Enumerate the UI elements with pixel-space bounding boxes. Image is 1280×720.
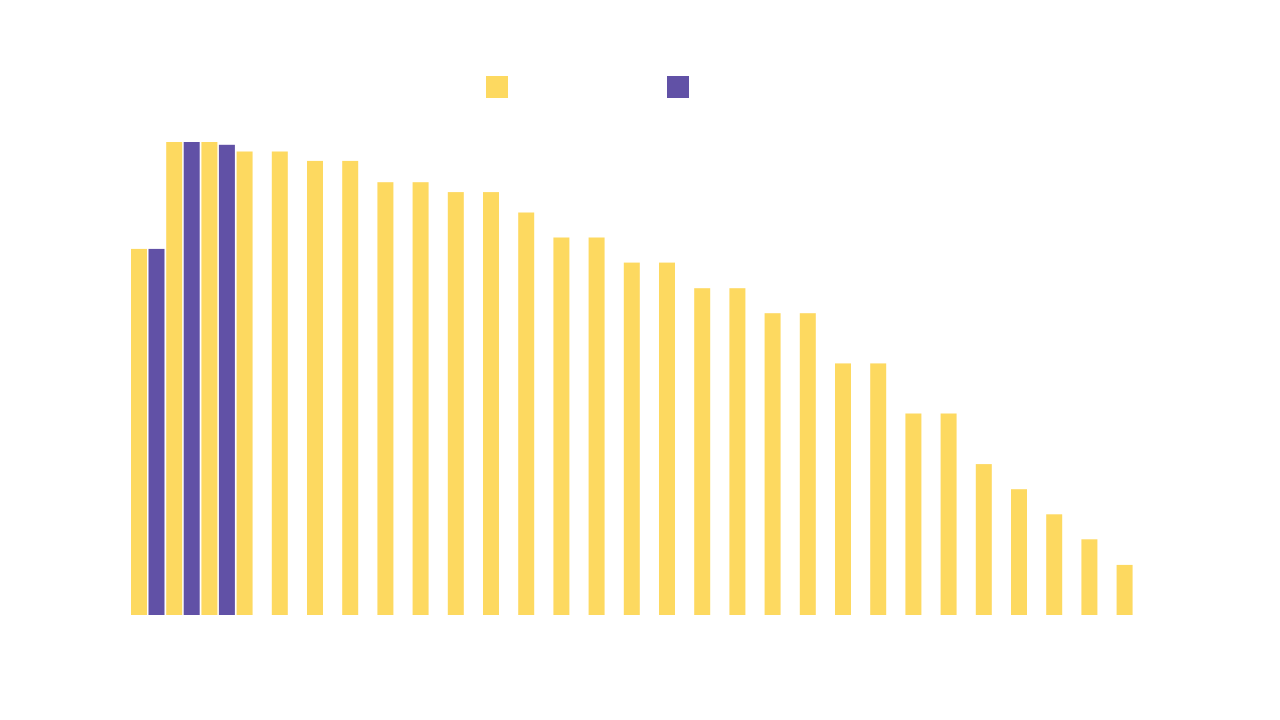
bar-series-a-7[interactable] [377,182,394,615]
bar-series-a-3[interactable] [236,151,253,616]
bar-series-a-25[interactable] [1011,489,1027,615]
legend-swatch-series-a[interactable] [486,76,508,98]
legend [486,76,689,98]
bar-series-a-28[interactable] [1116,564,1133,615]
bar-series-a-22[interactable] [905,413,922,616]
bar-series-a-21[interactable] [870,363,887,615]
bar-series-a-16[interactable] [694,288,711,615]
bar-series-a-15[interactable] [659,262,675,615]
bar-series-a-18[interactable] [764,313,781,615]
bar-series-a-13[interactable] [588,237,605,616]
bar-series-a-12[interactable] [553,237,570,616]
bar-series-a-9[interactable] [447,192,464,615]
bar-series-a-14[interactable] [623,262,640,615]
bar-series-a-23[interactable] [940,413,957,616]
bar-series-a-5[interactable] [307,160,323,615]
bar-series-a-6[interactable] [342,160,359,615]
bar-series-a-24[interactable] [975,464,992,615]
bar-series-a-20[interactable] [835,363,851,615]
bar-series-a-11[interactable] [518,212,535,616]
bar-series-a-26[interactable] [1046,514,1063,615]
bar-series-b-2[interactable] [218,144,235,616]
bar-series-a-8[interactable] [412,182,429,615]
bar-series-a-19[interactable] [799,313,816,615]
bar-series-a-2[interactable] [201,142,218,615]
bar-series-a-10[interactable] [483,192,499,615]
bar-series-b-0[interactable] [148,248,165,615]
bar-series-a-4[interactable] [271,151,288,616]
bar-series-a-17[interactable] [729,288,746,615]
bar-series-b-1[interactable] [183,142,200,615]
legend-swatch-series-b[interactable] [667,76,689,98]
bar-series-a-27[interactable] [1081,539,1098,615]
bar-series-a-0[interactable] [131,248,147,615]
bar-series-a-1[interactable] [166,142,183,615]
bars-group [131,142,1133,616]
